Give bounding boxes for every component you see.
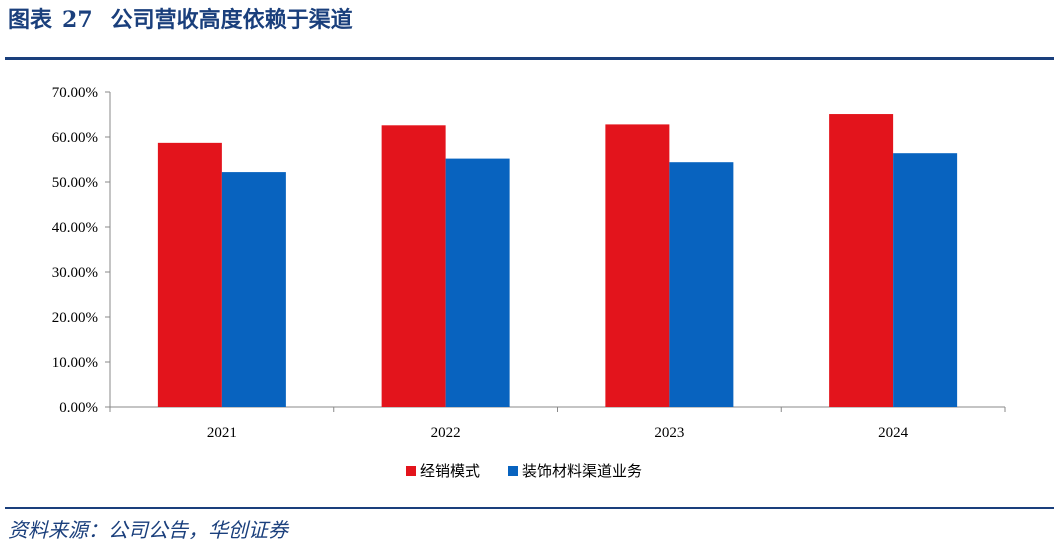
x-tick-label: 2022	[431, 425, 461, 441]
legend-swatch	[406, 466, 416, 476]
legend-swatch	[508, 466, 518, 476]
x-tick-label: 2024	[878, 425, 909, 441]
y-tick-label: 10.00%	[52, 355, 98, 371]
top-divider	[5, 57, 1054, 60]
figure-number: 27	[62, 7, 93, 33]
x-tick-label: 2021	[207, 425, 237, 441]
chart-legend: 经销模式 装饰材料渠道业务	[406, 462, 642, 480]
y-tick-label: 40.00%	[52, 220, 98, 236]
y-tick-label: 50.00%	[52, 175, 98, 191]
chart-bars	[157, 114, 958, 408]
bar-经销模式-2021	[157, 142, 222, 407]
source-note: 资料来源：公司公告，华创证券	[8, 518, 288, 542]
bar-经销模式-2024	[829, 114, 894, 408]
y-tick-label: 0.00%	[59, 400, 98, 416]
bar-经销模式-2023	[605, 124, 670, 408]
bottom-divider	[5, 507, 1054, 509]
y-tick-label: 60.00%	[52, 130, 98, 146]
x-tick-label: 2023	[654, 425, 684, 441]
bar-装饰材料渠道业务-2023	[669, 162, 734, 407]
legend-label: 装饰材料渠道业务	[522, 462, 642, 480]
y-tick-label: 20.00%	[52, 310, 98, 326]
y-tick-label: 70.00%	[52, 85, 98, 101]
legend-label: 经销模式	[420, 462, 480, 480]
figure-title: 图表 27 公司营收高度依赖于渠道	[8, 2, 353, 34]
bar-经销模式-2022	[381, 125, 446, 408]
bar-装饰材料渠道业务-2021	[221, 172, 286, 407]
bar-装饰材料渠道业务-2024	[893, 153, 958, 407]
bar-装饰材料渠道业务-2022	[445, 158, 510, 407]
y-tick-label: 30.00%	[52, 265, 98, 281]
figure-title-text: 公司营收高度依赖于渠道	[110, 8, 353, 33]
figure-label: 图表	[8, 8, 53, 33]
